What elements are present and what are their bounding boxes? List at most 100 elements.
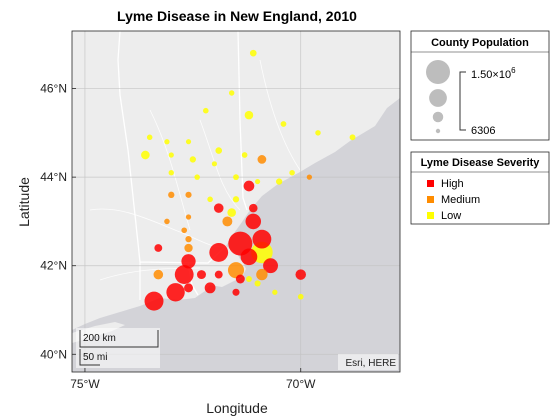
county-marker-low bbox=[207, 196, 213, 203]
scale-km-label: 200 km bbox=[83, 333, 116, 344]
x-tick-label-0: 75°W bbox=[70, 377, 100, 391]
county-marker-high bbox=[154, 244, 163, 252]
county-marker-medium bbox=[164, 218, 170, 225]
size-legend-min-label: 6306 bbox=[471, 125, 495, 137]
county-marker-medium bbox=[185, 191, 192, 198]
county-marker-high bbox=[232, 288, 240, 296]
county-marker-high bbox=[213, 203, 224, 213]
county-marker-high bbox=[263, 258, 278, 274]
y-ticks: 40°N 42°N 44°N 46°N bbox=[40, 82, 76, 361]
county-marker-low bbox=[315, 130, 321, 136]
land-area bbox=[72, 31, 400, 330]
county-marker-low bbox=[276, 178, 283, 185]
scale-bar: 200 km 50 mi bbox=[76, 328, 160, 368]
county-marker-high bbox=[204, 282, 216, 294]
size-legend-circle-1 bbox=[429, 89, 447, 107]
county-marker-medium bbox=[227, 262, 245, 279]
county-marker-low bbox=[228, 90, 235, 96]
county-marker-low bbox=[189, 156, 196, 163]
legend-label-low: Low bbox=[441, 210, 461, 222]
county-marker-medium bbox=[222, 216, 233, 227]
county-marker-low bbox=[168, 170, 174, 176]
county-marker-high bbox=[252, 229, 272, 249]
county-marker-medium bbox=[185, 236, 192, 243]
scale-mi-label: 50 mi bbox=[83, 352, 107, 363]
size-legend: County Population 1.50×106 6306 bbox=[410, 30, 550, 141]
county-marker-medium bbox=[181, 227, 188, 234]
county-marker-low bbox=[185, 139, 192, 145]
county-marker-high bbox=[196, 270, 206, 280]
county-marker-high bbox=[166, 283, 185, 302]
county-marker-medium bbox=[256, 268, 268, 281]
legend-swatch-medium bbox=[427, 196, 434, 203]
x-ticks: 75°W 70°W bbox=[70, 368, 316, 391]
county-marker-low bbox=[244, 110, 254, 120]
county-marker-low bbox=[146, 134, 153, 141]
legend-swatch-high bbox=[427, 180, 434, 187]
county-marker-medium bbox=[257, 155, 267, 164]
y-axis-label: Latitude bbox=[16, 177, 32, 227]
y-tick-label-1: 42°N bbox=[40, 259, 67, 273]
state-borders bbox=[117, 31, 248, 300]
county-marker-low bbox=[289, 169, 295, 176]
county-marker-high bbox=[214, 270, 223, 279]
county-marker-low bbox=[194, 174, 200, 180]
county-marker-low bbox=[227, 208, 236, 217]
x-tick-label-1: 70°W bbox=[286, 377, 316, 391]
county-marker-high bbox=[243, 180, 255, 192]
county-marker-low bbox=[297, 293, 304, 300]
size-legend-title: County Population bbox=[431, 37, 529, 49]
county-marker-low bbox=[272, 289, 278, 295]
county-marker-low bbox=[164, 139, 170, 145]
county-marker-high bbox=[174, 265, 194, 284]
county-marker-low bbox=[141, 150, 150, 160]
color-legend-title: Lyme Disease Severity bbox=[421, 157, 541, 169]
county-marker-high bbox=[248, 203, 258, 213]
county-marker-medium bbox=[185, 214, 192, 220]
size-legend-circle-0 bbox=[426, 60, 450, 84]
county-marker-low bbox=[280, 121, 287, 127]
county-marker-medium bbox=[184, 243, 193, 253]
legend-label-high: High bbox=[441, 178, 464, 190]
county-marker-high bbox=[209, 243, 229, 262]
county-marker-low bbox=[245, 276, 252, 282]
county-marker-low bbox=[349, 134, 356, 141]
data-markers bbox=[141, 49, 356, 311]
county-marker-medium bbox=[153, 269, 164, 280]
county-marker-low bbox=[232, 196, 240, 203]
county-marker-high bbox=[184, 283, 194, 293]
county-marker-low bbox=[211, 161, 217, 167]
county-marker-low bbox=[241, 152, 248, 158]
county-marker-low bbox=[215, 147, 223, 154]
county-marker-high bbox=[181, 254, 196, 269]
county-marker-high bbox=[295, 269, 306, 280]
county-marker-high bbox=[240, 248, 258, 266]
county-marker-low bbox=[255, 179, 261, 185]
roads bbox=[89, 59, 301, 281]
x-axis-label: Longitude bbox=[206, 400, 268, 416]
county-marker-low bbox=[254, 280, 261, 287]
county-marker-high bbox=[245, 213, 262, 230]
map-basemap bbox=[72, 31, 400, 372]
county-marker-high bbox=[144, 291, 164, 311]
y-tick-label-2: 44°N bbox=[40, 170, 67, 184]
size-legend-max-label: 1.50×106 bbox=[471, 66, 516, 81]
color-legend: Lyme Disease Severity High Medium Low bbox=[410, 151, 550, 225]
size-legend-circle-2 bbox=[432, 111, 444, 123]
county-marker-medium bbox=[306, 174, 313, 180]
y-tick-label-3: 46°N bbox=[40, 82, 67, 96]
legend-swatch-low bbox=[427, 212, 434, 219]
y-tick-label-0: 40°N bbox=[40, 347, 67, 361]
county-marker-low bbox=[168, 152, 174, 158]
county-marker-low bbox=[249, 49, 257, 57]
county-marker-low bbox=[233, 174, 239, 181]
chart-title: Lyme Disease in New England, 2010 bbox=[117, 8, 357, 24]
county-marker-low bbox=[202, 107, 209, 114]
county-marker-high bbox=[235, 274, 245, 284]
county-marker-medium bbox=[168, 191, 175, 199]
legend-label-medium: Medium bbox=[441, 194, 480, 206]
map-attribution: Esri, HERE bbox=[345, 358, 396, 369]
plot-frame bbox=[71, 30, 401, 373]
size-legend-circle-3 bbox=[435, 128, 441, 134]
